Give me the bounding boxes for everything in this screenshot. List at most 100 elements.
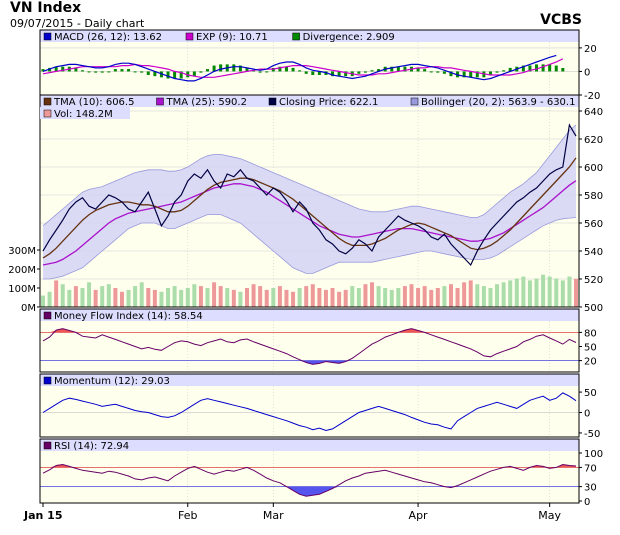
volume-bar	[225, 288, 230, 307]
x-tick-label-3: Apr	[409, 509, 429, 522]
x-tick-label-2: Mar	[263, 509, 284, 522]
bollinger-band	[43, 124, 576, 280]
vol-ytick-label-1: 200M	[8, 265, 36, 276]
divergence-bar	[80, 70, 84, 72]
volume-bar	[409, 284, 414, 307]
price-legend-bg	[40, 95, 579, 107]
volume-bar	[284, 289, 289, 307]
divergence-bar	[436, 71, 440, 73]
divergence-bar	[212, 65, 216, 72]
divergence-bar	[561, 68, 565, 72]
volume-bar	[521, 276, 526, 307]
volume-bar	[389, 289, 394, 307]
divergence-bar	[508, 67, 512, 72]
x-tick-label-0: Jan 15	[23, 509, 62, 522]
price-legend-swatch-1	[156, 97, 164, 106]
divergence-bar	[429, 71, 433, 73]
divergence-bar	[298, 70, 302, 72]
volume-bar	[60, 284, 65, 307]
price-ytick-label-2: 600	[584, 163, 603, 174]
volume-bar	[356, 288, 361, 307]
divergence-bar	[390, 66, 394, 72]
volume-bar	[350, 286, 355, 307]
divergence-bar	[87, 71, 91, 73]
volume-bar	[488, 288, 493, 307]
volume-bar	[330, 288, 335, 307]
volume-bar	[343, 289, 348, 307]
volume-bar	[514, 278, 519, 307]
volume-bar	[152, 289, 157, 307]
rsi-ytick-label-1: 70	[584, 463, 597, 474]
price-legend-swatch-0	[43, 97, 52, 106]
momentum-ytick-label-2: -50	[584, 429, 600, 440]
macd-ytick-label-0: 20	[584, 44, 597, 55]
volume-bar	[238, 291, 243, 307]
macd-legend-label-2: Divergence: 2.909	[303, 32, 395, 43]
volume-bar	[317, 288, 322, 307]
price-ytick-label-4: 560	[584, 219, 603, 230]
divergence-bar	[337, 71, 341, 77]
rsi-ytick-label-0: 100	[584, 449, 603, 460]
volume-bar	[554, 278, 559, 307]
divergence-bar	[284, 66, 288, 72]
divergence-bar	[107, 71, 111, 73]
volume-bar	[271, 288, 276, 307]
volume-bar	[462, 282, 467, 307]
divergence-bar	[140, 71, 144, 73]
momentum-legend-bg	[40, 374, 579, 386]
momentum-legend-swatch-0	[43, 376, 52, 385]
vol-legend-swatch-0	[43, 109, 52, 118]
macd-ytick-label-2: -20	[584, 91, 600, 102]
divergence-bar	[153, 71, 157, 77]
macd-legend-label-1: EXP (9): 10.71	[196, 32, 268, 43]
divergence-bar	[291, 67, 295, 72]
x-tick-label-4: May	[538, 509, 561, 522]
volume-bar	[416, 288, 421, 307]
volume-bar	[146, 288, 151, 307]
macd-legend-bg	[40, 30, 579, 42]
volume-bar	[422, 286, 427, 307]
divergence-bar	[173, 71, 177, 79]
volume-bar	[126, 289, 131, 307]
volume-bar	[370, 282, 375, 307]
macd-ytick-label-1: 0	[584, 67, 590, 78]
rsi-legend-swatch-0	[43, 441, 52, 450]
divergence-bar	[528, 65, 532, 72]
bollinger-lower-line	[43, 214, 577, 280]
divergence-bar	[238, 65, 242, 72]
volume-bar	[495, 284, 500, 307]
volume-bar	[166, 288, 171, 307]
mfi-line	[42, 328, 577, 365]
macd-legend-swatch-2	[292, 32, 300, 41]
divergence-bar	[416, 67, 420, 72]
volume-bar	[93, 289, 98, 307]
momentum-ytick-label-0: 50	[584, 388, 597, 399]
volume-bar	[363, 284, 368, 307]
divergence-bar	[146, 71, 150, 75]
divergence-bar	[442, 71, 446, 74]
price-ytick-label-0: 640	[584, 107, 603, 118]
divergence-bar	[232, 64, 236, 72]
tma25-line	[42, 180, 577, 266]
divergence-bar	[265, 71, 269, 73]
divergence-bar	[219, 64, 223, 72]
price-ytick-label-5: 540	[584, 247, 603, 258]
divergence-bar	[41, 69, 45, 72]
divergence-bar	[120, 69, 124, 72]
divergence-bar	[133, 71, 137, 73]
divergence-bar	[127, 69, 131, 72]
mfi-legend-label-0: Money Flow Index (14): 58.54	[54, 311, 203, 322]
volume-bar	[291, 291, 296, 307]
tma10-line	[42, 157, 577, 259]
volume-bar	[541, 274, 546, 307]
volume-bar	[87, 282, 92, 307]
volume-bar	[100, 286, 105, 307]
volume-bar	[383, 288, 388, 307]
vol-legend-bg	[40, 107, 130, 119]
price-legend-swatch-2	[268, 97, 277, 106]
volume-bar	[337, 291, 342, 307]
divergence-bar	[331, 71, 335, 77]
divergence-bar	[304, 71, 308, 74]
divergence-bar	[192, 71, 196, 77]
divergence-bar	[475, 71, 479, 78]
